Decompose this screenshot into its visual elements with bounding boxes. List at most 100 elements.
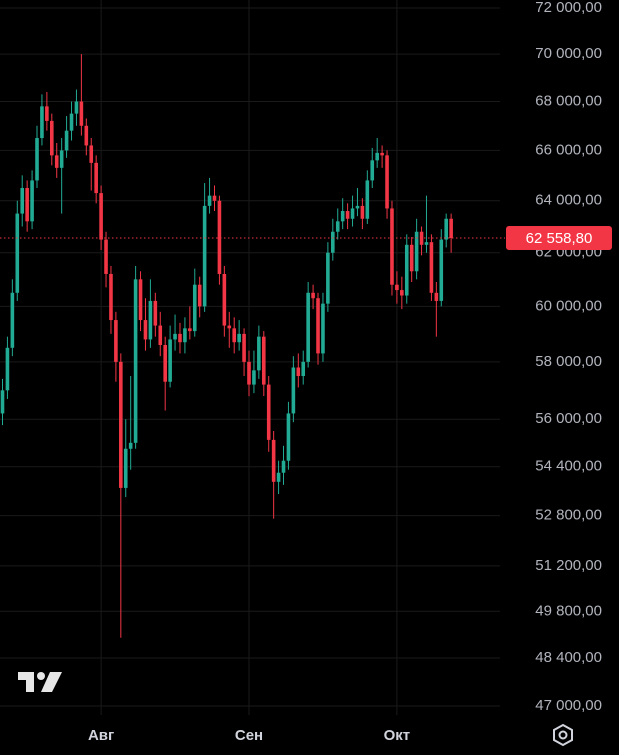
candle-body <box>50 120 54 156</box>
candle-body <box>10 292 15 348</box>
candle-body <box>89 145 94 163</box>
candle-body <box>400 290 404 296</box>
candle-body <box>419 231 424 245</box>
y-tick-label: 64 000,00 <box>535 192 602 209</box>
tradingview-logo <box>18 672 62 692</box>
candles <box>0 54 453 638</box>
candle-body <box>247 361 251 385</box>
candle-body <box>360 205 365 219</box>
candle-body <box>114 320 118 362</box>
candle-body <box>370 160 375 181</box>
candle-body <box>168 339 172 382</box>
candle-body <box>30 180 34 222</box>
candle-body <box>153 300 158 326</box>
candle-body <box>109 273 113 321</box>
candle-body <box>242 333 246 362</box>
candle-body <box>227 325 232 329</box>
candle-body <box>429 242 434 293</box>
settings-hexagon[interactable] <box>553 723 573 747</box>
candle-body <box>138 279 143 321</box>
candle-body <box>45 106 49 121</box>
last-price-box <box>506 226 612 251</box>
y-tick-label: 68 000,00 <box>535 93 602 110</box>
y-tick-label: 48 400,00 <box>535 649 602 666</box>
candle-body <box>207 195 212 206</box>
candle-body <box>128 442 133 449</box>
candle-body <box>202 205 207 307</box>
candle-body <box>380 152 384 156</box>
candle-body <box>183 328 187 343</box>
last-price-label: 62 558,80 <box>526 230 593 247</box>
candle-body <box>316 298 320 354</box>
y-tick-label: 47 000,00 <box>535 697 602 714</box>
candle-body <box>133 279 138 443</box>
candle-body <box>296 367 301 377</box>
candle-body <box>404 244 409 296</box>
x-tick-label: Окт <box>384 727 411 744</box>
y-tick-label: 66 000,00 <box>535 141 602 158</box>
candle-body <box>99 193 103 240</box>
candle-body <box>340 211 345 222</box>
candle-body <box>306 292 310 362</box>
candle-body <box>252 370 256 385</box>
candle-body <box>0 390 5 414</box>
x-tick-label: Сен <box>235 727 263 744</box>
candle-body <box>321 303 325 354</box>
candle-body <box>439 239 444 301</box>
candle-body <box>281 460 286 473</box>
y-tick-label: 49 800,00 <box>535 602 602 619</box>
candle-body <box>345 211 350 219</box>
candle-body <box>104 239 108 274</box>
candle-body <box>217 200 222 274</box>
candle-body <box>331 231 335 253</box>
candle-body <box>409 244 414 272</box>
candle-body <box>414 231 419 272</box>
y-tick-label: 56 000,00 <box>535 410 602 427</box>
candle-body <box>291 367 296 414</box>
candle-body <box>173 333 177 340</box>
candle-body <box>69 113 74 131</box>
candle-body <box>84 125 89 146</box>
logo-t <box>18 672 34 692</box>
y-tick-label: 58 000,00 <box>535 353 602 370</box>
candle-body <box>350 208 355 219</box>
logo-dot <box>37 672 45 680</box>
candle-body <box>74 101 79 114</box>
candle-body <box>178 333 182 343</box>
candle-body <box>79 101 84 126</box>
candle-body <box>257 336 261 371</box>
candle-body <box>212 195 217 201</box>
candle-body <box>119 361 123 488</box>
candle-body <box>94 162 98 194</box>
candle-body <box>143 320 148 340</box>
candle-body <box>188 328 192 332</box>
candle-body <box>355 205 360 209</box>
candle-body <box>20 188 25 214</box>
candle-body <box>25 188 29 222</box>
candle-body <box>390 208 394 285</box>
y-tick-label: 60 000,00 <box>535 297 602 314</box>
settings-button[interactable] <box>553 723 573 747</box>
candle-body <box>276 472 281 482</box>
candle-body <box>271 439 276 482</box>
candle-body <box>326 252 330 304</box>
y-tick-label: 54 400,00 <box>535 458 602 475</box>
candle-body <box>237 333 241 343</box>
y-tick-label: 51 200,00 <box>535 557 602 574</box>
candle-body <box>375 152 379 161</box>
overlay: Авг Сен Окт 72 000,00 70 000,00 68 000,00 66 0… <box>0 0 612 744</box>
candle-body <box>434 292 439 301</box>
candle-body <box>232 328 237 343</box>
settings-dot[interactable] <box>558 730 568 740</box>
candle-body <box>266 384 271 440</box>
candle-body <box>15 213 20 293</box>
candle-body <box>444 218 448 240</box>
candle-body <box>261 336 266 385</box>
candle-body <box>54 155 59 168</box>
candle-body <box>158 325 163 346</box>
candle-body <box>5 347 10 391</box>
candle-body <box>148 300 153 340</box>
candle-body <box>59 150 64 168</box>
